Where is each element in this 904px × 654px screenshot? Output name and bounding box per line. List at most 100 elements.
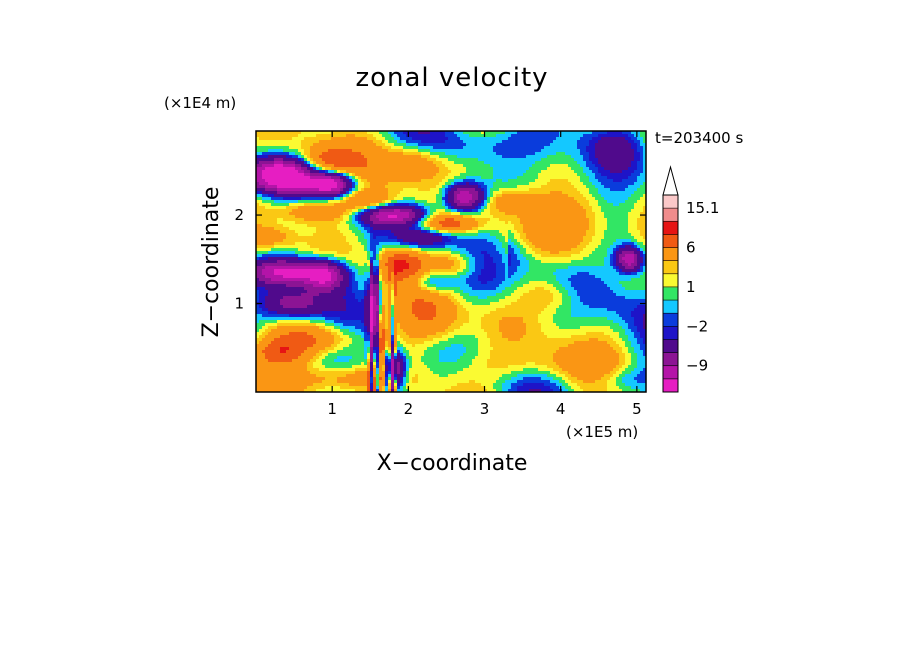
heatmap-cell xyxy=(430,158,434,162)
heatmap-cell xyxy=(385,206,389,210)
heatmap-cell xyxy=(331,218,335,222)
heatmap-cell xyxy=(610,164,614,168)
heatmap-cell xyxy=(643,131,647,135)
heatmap-cell xyxy=(487,149,491,153)
heatmap-cell xyxy=(385,131,389,135)
heatmap-cell xyxy=(613,143,617,147)
heatmap-cell xyxy=(313,167,317,171)
heatmap-cell xyxy=(454,179,458,183)
heatmap-cell xyxy=(469,152,473,156)
heatmap-cell xyxy=(601,185,605,189)
heatmap-cell xyxy=(430,224,434,228)
heatmap-cell xyxy=(586,149,590,153)
heatmap-cell xyxy=(328,239,332,243)
heatmap-cell xyxy=(292,236,296,240)
heatmap-cell xyxy=(631,158,635,162)
heatmap-cell xyxy=(643,209,647,213)
heatmap-cell xyxy=(502,167,506,171)
heatmap-cell xyxy=(466,155,470,159)
heatmap-cell xyxy=(271,182,275,186)
heatmap-cell xyxy=(589,176,593,180)
heatmap-cell xyxy=(466,185,470,189)
heatmap-cell xyxy=(355,218,359,222)
heatmap-cell xyxy=(526,149,530,153)
heatmap-cell xyxy=(556,140,560,144)
heatmap-cell xyxy=(427,239,431,243)
heatmap-cell xyxy=(499,131,503,135)
heatmap-cell xyxy=(385,137,389,141)
heatmap-cell xyxy=(358,239,362,243)
heatmap-cell xyxy=(622,230,626,234)
heatmap-cell xyxy=(355,200,359,204)
heatmap-cell xyxy=(535,131,539,135)
heatmap-cell xyxy=(553,200,557,204)
heatmap-cell xyxy=(361,143,365,147)
heatmap-cell xyxy=(268,152,272,156)
heatmap-cell xyxy=(487,206,491,210)
heatmap-cell xyxy=(499,230,503,234)
heatmap-cell xyxy=(268,170,272,174)
heatmap-cell xyxy=(544,191,548,195)
heatmap-cell xyxy=(283,164,287,168)
heatmap-cell xyxy=(427,194,431,198)
heatmap-cell xyxy=(547,149,551,153)
heatmap-cell xyxy=(337,146,341,150)
heatmap-cell xyxy=(604,203,608,207)
heatmap-cell xyxy=(550,179,554,183)
heatmap-cell xyxy=(526,218,530,222)
heatmap-cell xyxy=(262,176,266,180)
heatmap-cell xyxy=(277,143,281,147)
heatmap-cell xyxy=(517,146,521,150)
heatmap-cell xyxy=(631,191,635,195)
heatmap-cell xyxy=(586,182,590,186)
heatmap-cell xyxy=(268,227,272,231)
heatmap-cell xyxy=(346,200,350,204)
heatmap-cell xyxy=(358,170,362,174)
heatmap-cell xyxy=(442,182,446,186)
heatmap-cell xyxy=(373,131,377,135)
heatmap-cell xyxy=(391,146,395,150)
heatmap-cell xyxy=(364,152,368,156)
heatmap-cell xyxy=(274,134,278,138)
heatmap-cell xyxy=(598,143,602,147)
heatmap-cell xyxy=(589,155,593,159)
heatmap-cell xyxy=(469,173,473,177)
heatmap-cell xyxy=(559,170,563,174)
heatmap-cell xyxy=(478,230,482,234)
heatmap-cell xyxy=(373,236,377,240)
heatmap-cell xyxy=(484,164,488,168)
heatmap-cell xyxy=(316,131,320,135)
heatmap-cell xyxy=(439,176,443,180)
heatmap-cell xyxy=(433,146,437,150)
heatmap-cell xyxy=(304,152,308,156)
heatmap-cell xyxy=(421,167,425,171)
heatmap-cell xyxy=(637,191,641,195)
heatmap-cell xyxy=(319,233,323,237)
heatmap-cell xyxy=(433,200,437,204)
heatmap-cell xyxy=(451,155,455,159)
heatmap-cell xyxy=(388,146,392,150)
heatmap-cell xyxy=(337,233,341,237)
heatmap-cell xyxy=(388,167,392,171)
heatmap-cell xyxy=(505,146,509,150)
heatmap-cell xyxy=(622,179,626,183)
heatmap-cell xyxy=(304,209,308,213)
heatmap-cell xyxy=(304,164,308,168)
heatmap-cell xyxy=(499,176,503,180)
heatmap-cell xyxy=(583,140,587,144)
heatmap-cell xyxy=(430,161,434,165)
heatmap-cell xyxy=(595,146,599,150)
heatmap-cell xyxy=(259,173,263,177)
heatmap-cell xyxy=(502,179,506,183)
heatmap-cell xyxy=(574,134,578,138)
heatmap-cell xyxy=(286,191,290,195)
heatmap-cell xyxy=(523,230,527,234)
heatmap-cell xyxy=(442,140,446,144)
heatmap-cell xyxy=(562,218,566,222)
heatmap-cell xyxy=(283,173,287,177)
heatmap-cell xyxy=(469,185,473,189)
heatmap-cell xyxy=(373,191,377,195)
heatmap-cell xyxy=(391,182,395,186)
heatmap-cell xyxy=(508,140,512,144)
heatmap-cell xyxy=(409,161,413,165)
